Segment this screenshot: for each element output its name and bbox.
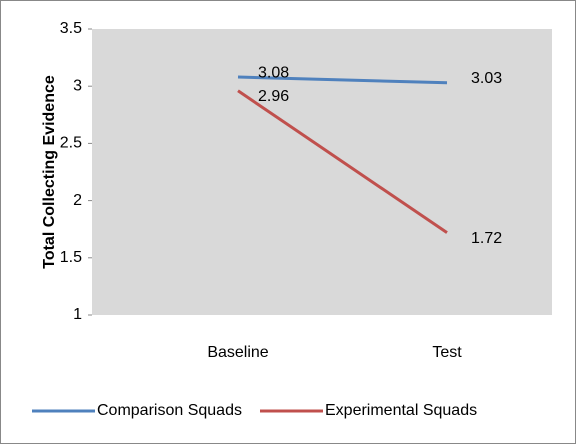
x-tick-label: Test [432,344,462,361]
plot-area [92,29,552,315]
legend-label: Experimental Squads [325,402,477,419]
data-label: 3.03 [471,70,502,87]
x-tick-label: Baseline [207,344,268,361]
y-axis-label: Total Collecting Evidence [41,75,58,269]
data-label: 3.08 [258,64,289,81]
y-tick-label: 1 [73,306,82,323]
series-line [237,75,448,85]
y-tick-label: 3.5 [60,20,82,37]
y-tick-label: 3 [73,77,82,94]
y-tick-label: 1.5 [60,249,82,266]
legend-label: Comparison Squads [97,402,242,419]
y-tick-label: 2.5 [60,135,82,152]
data-label: 2.96 [258,88,289,105]
y-tick-label: 2 [73,192,82,209]
data-label: 1.72 [471,230,502,247]
series-line [237,89,448,234]
